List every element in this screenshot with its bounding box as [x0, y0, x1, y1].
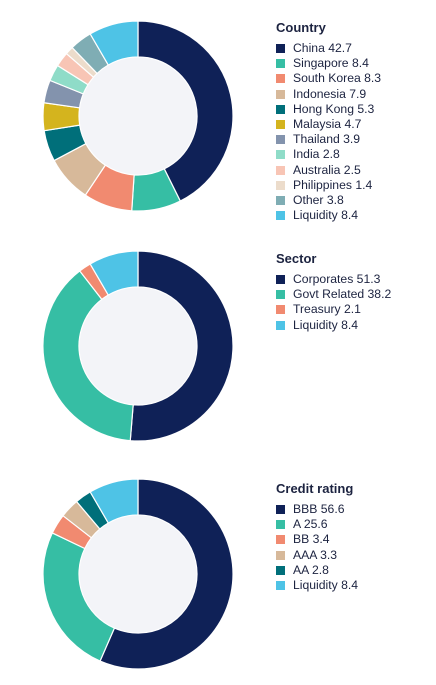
country-legend-list: China 42.7 Singapore 8.4 South Korea 8.3 In…: [276, 41, 381, 223]
sector-slice-liquidity: [89, 250, 139, 296]
legend-label: AAA 3.3: [293, 547, 338, 562]
country-legend-item-indonesia: Indonesia 7.9: [276, 87, 381, 102]
legend-swatch: [276, 180, 285, 190]
credit-rating-legend-item-a: A 25.6: [276, 517, 358, 532]
legend-swatch: [276, 520, 285, 530]
country-legend-item-india: India 2.8: [276, 147, 381, 162]
country-legend-item-philippines: Philippines 1.4: [276, 178, 381, 193]
credit-rating-donut: [42, 478, 234, 670]
legend-swatch: [276, 104, 285, 114]
legend-label: AA 2.8: [293, 562, 329, 577]
sector-title: Sector: [276, 251, 317, 266]
sector-donut: [42, 250, 234, 442]
credit-rating-slice-liquidity: [89, 478, 139, 524]
legend-swatch: [276, 150, 285, 160]
sector-donut-hole: [79, 287, 197, 405]
sector-legend-item-treasury: Treasury 2.1: [276, 302, 391, 317]
legend-label: Liquidity 8.4: [293, 577, 359, 592]
legend-swatch: [276, 89, 285, 99]
credit-rating-slice-bbb: [99, 478, 234, 670]
sector-legend: Sector Corporates 51.3 Govt Related 38.2 T…: [276, 251, 391, 333]
country-legend-item-australia: Australia 2.5: [276, 163, 381, 178]
legend-label: Treasury 2.1: [293, 302, 361, 317]
sector-slice-corporates: [129, 250, 234, 442]
legend-swatch: [276, 565, 285, 575]
country-slice-liquidity: [89, 20, 139, 66]
country-legend-item-malaysia: Malaysia 4.7: [276, 117, 381, 132]
country-donut-hole: [79, 57, 197, 175]
legend-swatch: [276, 74, 285, 84]
legend-label: Thailand 3.9: [293, 132, 361, 147]
country-legend-item-china: China 42.7: [276, 41, 381, 56]
legend-label: Govt Related 38.2: [293, 287, 392, 302]
sector-slice-govt-related: [42, 270, 134, 442]
legend-label: Corporates 51.3: [293, 272, 381, 286]
country-title: Country: [276, 20, 326, 35]
credit-rating-legend-item-liquidity: Liquidity 8.4: [276, 578, 358, 593]
legend-label: Malaysia 4.7: [293, 116, 362, 131]
sector-legend-list: Corporates 51.3 Govt Related 38.2 Treasury…: [276, 272, 391, 333]
country-slice-china: [137, 20, 234, 202]
country-legend-item-liquidity: Liquidity 8.4: [276, 208, 381, 223]
legend-label: Liquidity 8.4: [293, 317, 359, 332]
legend-label: A 25.6: [293, 517, 328, 532]
credit-rating-legend-list: BBB 56.6 A 25.6 BB 3.4 AAA 3.3 AA 2.8 Liquidi…: [276, 502, 358, 593]
legend-swatch: [276, 290, 285, 300]
legend-label: Australia 2.5: [293, 162, 361, 177]
country-legend-item-thailand: Thailand 3.9: [276, 132, 381, 147]
legend-swatch: [276, 135, 285, 145]
credit-rating-legend-item-aa: AA 2.8: [276, 563, 358, 578]
legend-label: BBB 56.6: [293, 502, 345, 516]
credit-rating-legend-item-aaa: AAA 3.3: [276, 548, 358, 563]
legend-swatch: [276, 44, 285, 54]
sector-legend-item-corporates: Corporates 51.3: [276, 272, 391, 287]
legend-label: China 42.7: [293, 41, 352, 55]
legend-label: Philippines 1.4: [293, 177, 373, 192]
legend-label: Indonesia 7.9: [293, 86, 367, 101]
credit-rating-donut-hole: [79, 515, 197, 633]
legend-swatch: [276, 211, 285, 221]
credit-rating-legend-item-bb: BB 3.4: [276, 532, 358, 547]
credit-rating-legend: Credit rating BBB 56.6 A 25.6 BB 3.4 AAA 3.…: [276, 481, 358, 593]
credit-rating-title: Credit rating: [276, 481, 354, 496]
legend-label: Singapore 8.4: [293, 56, 369, 71]
legend-swatch: [276, 195, 285, 205]
legend-swatch: [276, 535, 285, 545]
legend-swatch: [276, 165, 285, 175]
legend-swatch: [276, 505, 285, 515]
country-donut: [42, 20, 234, 212]
legend-swatch: [276, 59, 285, 69]
country-legend-item-singapore: Singapore 8.4: [276, 56, 381, 71]
legend-swatch: [276, 275, 285, 285]
legend-swatch: [276, 320, 285, 330]
country-legend-item-south-korea: South Korea 8.3: [276, 71, 381, 86]
legend-swatch: [276, 120, 285, 130]
country-legend-item-other: Other 3.8: [276, 193, 381, 208]
legend-swatch: [276, 305, 285, 315]
legend-label: South Korea 8.3: [293, 71, 382, 86]
legend-label: Liquidity 8.4: [293, 208, 359, 223]
country-legend: Country China 42.7 Singapore 8.4 South Kor…: [276, 20, 381, 223]
legend-label: BB 3.4: [293, 532, 330, 547]
legend-swatch: [276, 581, 285, 591]
legend-label: India 2.8: [293, 147, 340, 162]
credit-rating-legend-item-bbb: BBB 56.6: [276, 502, 358, 517]
legend-label: Other 3.8: [293, 192, 344, 207]
legend-swatch: [276, 550, 285, 560]
legend-label: Hong Kong 5.3: [293, 101, 375, 116]
sector-legend-item-liquidity: Liquidity 8.4: [276, 318, 391, 333]
sector-legend-item-govt-related: Govt Related 38.2: [276, 287, 391, 302]
country-legend-item-hong-kong: Hong Kong 5.3: [276, 102, 381, 117]
